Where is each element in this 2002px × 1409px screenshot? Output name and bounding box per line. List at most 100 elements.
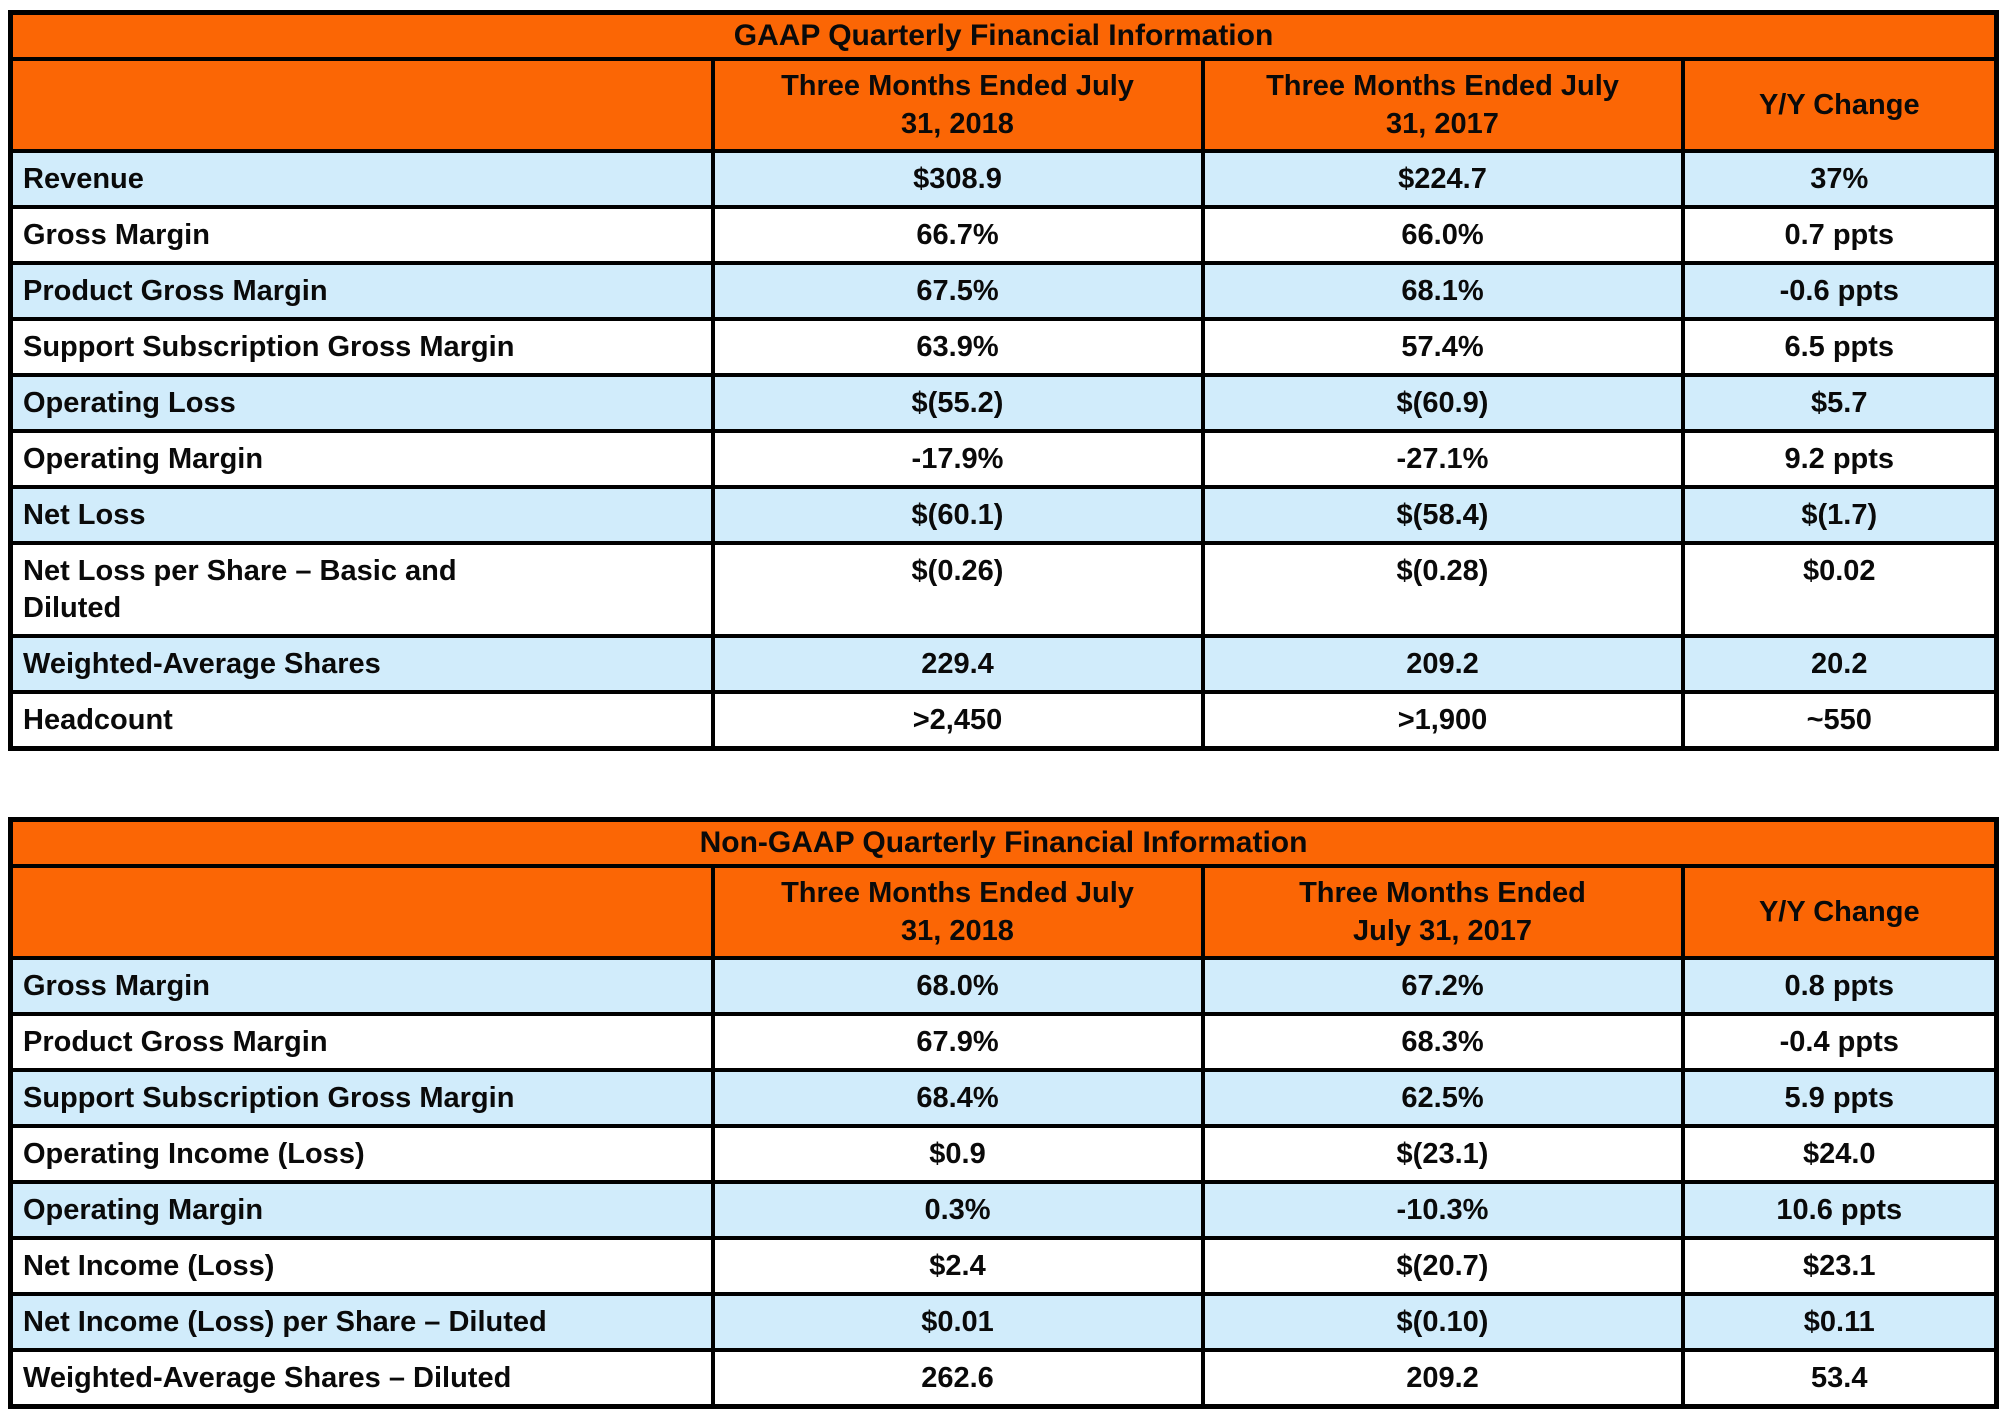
- table-row: Gross Margin 66.7% 66.0% 0.7 ppts: [8, 205, 1999, 265]
- row-label-cell: Weighted-Average Shares: [8, 634, 715, 694]
- value-cell: $24.0: [1680, 1124, 1999, 1184]
- row-label-cell: Product Gross Margin: [8, 261, 715, 321]
- table-header-row: Three Months Ended July 31, 2018 Three M…: [8, 57, 1999, 153]
- table-row: Support Subscription Gross Margin 63.9% 57…: [8, 317, 1999, 377]
- non-gaap-quarterly-table: Non-GAAP Quarterly Financial Information…: [8, 817, 2000, 1409]
- value-cell: -27.1%: [1200, 429, 1685, 489]
- value-cell: $(0.26): [710, 541, 1205, 638]
- value-cell: 37%: [1680, 149, 1999, 209]
- table-row: Weighted-Average Shares – Diluted 262.6 20…: [8, 1348, 1999, 1409]
- value-cell: 68.1%: [1200, 261, 1685, 321]
- table-title: GAAP Quarterly Financial Information: [8, 10, 1999, 61]
- value-cell: 67.5%: [710, 261, 1205, 321]
- header-cell-blank: [8, 57, 715, 153]
- table-row: Product Gross Margin 67.9% 68.3% -0.4 ppts: [8, 1012, 1999, 1072]
- value-cell: 63.9%: [710, 317, 1205, 377]
- row-label-cell: Operating Loss: [8, 373, 715, 433]
- value-cell: 0.3%: [710, 1180, 1205, 1240]
- value-cell: $2.4: [710, 1236, 1205, 1296]
- header-cell-period-2018: Three Months Ended July 31, 2018: [710, 864, 1205, 960]
- value-cell: $(0.10): [1200, 1292, 1685, 1352]
- table-row: Support Subscription Gross Margin 68.4% 62…: [8, 1068, 1999, 1128]
- value-cell: -10.3%: [1200, 1180, 1685, 1240]
- table-row: Product Gross Margin 67.5% 68.1% -0.6 ppts: [8, 261, 1999, 321]
- row-label-cell: Weighted-Average Shares – Diluted: [8, 1348, 715, 1409]
- row-label-cell: Headcount: [8, 690, 715, 751]
- table-title-row: Non-GAAP Quarterly Financial Information: [8, 817, 1999, 868]
- row-label-cell: Support Subscription Gross Margin: [8, 317, 715, 377]
- row-label-cell: Net Loss per Share – Basic and Diluted: [8, 541, 715, 638]
- table-row: Gross Margin 68.0% 67.2% 0.8 ppts: [8, 956, 1999, 1016]
- value-cell: 20.2: [1680, 634, 1999, 694]
- value-cell: -0.6 ppts: [1680, 261, 1999, 321]
- table-row: Net Income (Loss) $2.4 $(20.7) $23.1: [8, 1236, 1999, 1296]
- value-cell: 9.2 ppts: [1680, 429, 1999, 489]
- table-title: Non-GAAP Quarterly Financial Information: [8, 817, 1999, 868]
- value-cell: $(58.4): [1200, 485, 1685, 545]
- value-cell: 229.4: [710, 634, 1205, 694]
- value-cell: -0.4 ppts: [1680, 1012, 1999, 1072]
- table-row: Net Loss $(60.1) $(58.4) $(1.7): [8, 485, 1999, 545]
- header-cell-yy-change: Y/Y Change: [1680, 864, 1999, 960]
- value-cell: 68.0%: [710, 956, 1205, 1016]
- value-cell: 68.4%: [710, 1068, 1205, 1128]
- header-cell-period-2017: Three Months Ended July 31, 2017: [1200, 864, 1685, 960]
- value-cell: 0.8 ppts: [1680, 956, 1999, 1016]
- value-cell: $(0.28): [1200, 541, 1685, 638]
- value-cell: $(1.7): [1680, 485, 1999, 545]
- gaap-quarterly-table: GAAP Quarterly Financial Information Thr…: [8, 10, 2000, 751]
- value-cell: $(23.1): [1200, 1124, 1685, 1184]
- header-cell-period-2018: Three Months Ended July 31, 2018: [710, 57, 1205, 153]
- table-row: Weighted-Average Shares 229.4 209.2 20.2: [8, 634, 1999, 694]
- value-cell: $(20.7): [1200, 1236, 1685, 1296]
- row-label-cell: Net Income (Loss) per Share – Diluted: [8, 1292, 715, 1352]
- value-cell: $0.11: [1680, 1292, 1999, 1352]
- value-cell: >2,450: [710, 690, 1205, 751]
- value-cell: ~550: [1680, 690, 1999, 751]
- table-row: Operating Income (Loss) $0.9 $(23.1) $24.0: [8, 1124, 1999, 1184]
- value-cell: 209.2: [1200, 1348, 1685, 1409]
- row-label-cell: Operating Income (Loss): [8, 1124, 715, 1184]
- table-row: Operating Margin 0.3% -10.3% 10.6 ppts: [8, 1180, 1999, 1240]
- table-title-row: GAAP Quarterly Financial Information: [8, 10, 1999, 61]
- row-label-cell: Net Loss: [8, 485, 715, 545]
- value-cell: -17.9%: [710, 429, 1205, 489]
- value-cell: $(55.2): [710, 373, 1205, 433]
- value-cell: 53.4: [1680, 1348, 1999, 1409]
- table-row: Headcount >2,450 >1,900 ~550: [8, 690, 1999, 751]
- value-cell: $(60.1): [710, 485, 1205, 545]
- value-cell: $5.7: [1680, 373, 1999, 433]
- value-cell: $0.02: [1680, 541, 1999, 638]
- value-cell: $0.01: [710, 1292, 1205, 1352]
- value-cell: 6.5 ppts: [1680, 317, 1999, 377]
- row-label-cell: Gross Margin: [8, 205, 715, 265]
- value-cell: 262.6: [710, 1348, 1205, 1409]
- row-label-cell: Support Subscription Gross Margin: [8, 1068, 715, 1128]
- row-label-cell: Revenue: [8, 149, 715, 209]
- value-cell: 209.2: [1200, 634, 1685, 694]
- value-cell: $0.9: [710, 1124, 1205, 1184]
- row-label-cell: Gross Margin: [8, 956, 715, 1016]
- value-cell: >1,900: [1200, 690, 1685, 751]
- value-cell: 62.5%: [1200, 1068, 1685, 1128]
- row-label-cell: Net Income (Loss): [8, 1236, 715, 1296]
- value-cell: 68.3%: [1200, 1012, 1685, 1072]
- value-cell: $224.7: [1200, 149, 1685, 209]
- table-row: Revenue $308.9 $224.7 37%: [8, 149, 1999, 209]
- header-cell-blank: [8, 864, 715, 960]
- row-label-cell: Operating Margin: [8, 429, 715, 489]
- value-cell: 66.7%: [710, 205, 1205, 265]
- table-header-row: Three Months Ended July 31, 2018 Three M…: [8, 864, 1999, 960]
- table-body: Gross Margin 68.0% 67.2% 0.8 ppts Product Gr…: [8, 956, 1999, 1409]
- value-cell: 67.2%: [1200, 956, 1685, 1016]
- value-cell: 0.7 ppts: [1680, 205, 1999, 265]
- value-cell: 66.0%: [1200, 205, 1685, 265]
- value-cell: 67.9%: [710, 1012, 1205, 1072]
- table-row: Net Income (Loss) per Share – Diluted $0.…: [8, 1292, 1999, 1352]
- table-row: Net Loss per Share – Basic and Diluted $(…: [8, 541, 1999, 638]
- row-label-cell: Product Gross Margin: [8, 1012, 715, 1072]
- value-cell: $308.9: [710, 149, 1205, 209]
- table-row: Operating Margin -17.9% -27.1% 9.2 ppts: [8, 429, 1999, 489]
- header-cell-yy-change: Y/Y Change: [1680, 57, 1999, 153]
